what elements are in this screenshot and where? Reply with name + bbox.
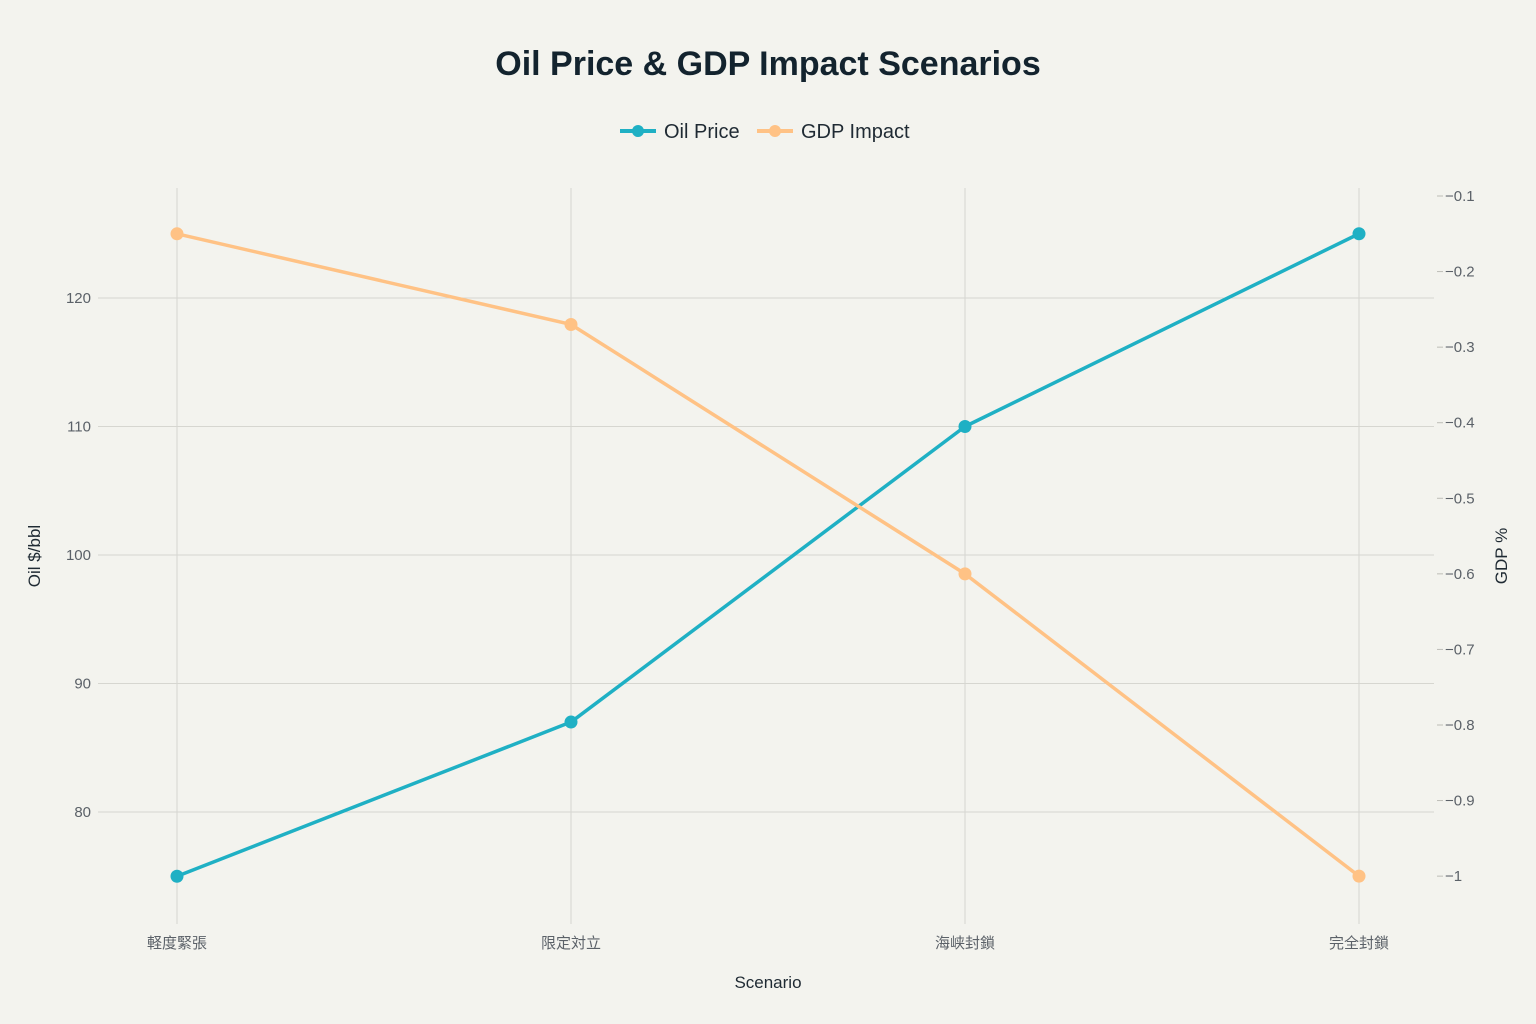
- y-tick-label-80: 80: [74, 804, 91, 821]
- legend: Oil Price GDP Impact: [620, 121, 910, 143]
- legend-item-oil-price[interactable]: Oil Price: [620, 121, 740, 143]
- y-axis-title: Oil $/bbl: [25, 525, 44, 587]
- legend-label-oil-price: Oil Price: [664, 121, 740, 143]
- data-point-gdp-impact-2: [958, 567, 972, 581]
- data-point-oil-price-3: [1352, 227, 1366, 241]
- y2-tick-label-7: −0.8: [1445, 717, 1475, 734]
- series-line-oil-price: [176, 232, 1360, 878]
- x-axis-title: Scenario: [734, 973, 801, 992]
- left-axis-ticks: 80 90 100 110 120: [66, 290, 91, 821]
- y2-tick-label-6: −0.7: [1445, 641, 1475, 658]
- data-point-oil-price-0: [170, 869, 184, 883]
- legend-marker-gdp-impact: [769, 125, 781, 137]
- series-line-gdp-impact: [176, 232, 1361, 878]
- legend-label-gdp-impact: GDP Impact: [801, 121, 910, 143]
- y-tick-label-90: 90: [74, 676, 91, 693]
- x-axis-ticks: 軽度緊張 限定対立 海峡封鎖 完全封鎖: [147, 934, 1389, 952]
- right-axis-ticks: −0.1 −0.2 −0.3 −0.4 −0.5 −0.6 −0.7 −0.8 −0.9 −1: [1437, 188, 1475, 885]
- y-tick-label-120: 120: [66, 290, 91, 307]
- legend-item-gdp-impact[interactable]: GDP Impact: [757, 121, 910, 143]
- y2-tick-label-2: −0.3: [1445, 339, 1475, 356]
- data-point-oil-price-1: [564, 715, 578, 729]
- data-point-gdp-impact-1: [564, 317, 578, 331]
- y-tick-label-100: 100: [66, 547, 91, 564]
- x-tick-label-1: 限定対立: [541, 935, 601, 952]
- y-tick-label-110: 110: [67, 419, 91, 436]
- y2-tick-label-0: −0.1: [1445, 188, 1475, 205]
- y2-tick-label-3: −0.4: [1445, 415, 1475, 432]
- data-point-gdp-impact-0: [170, 227, 184, 241]
- x-tick-label-0: 軽度緊張: [147, 935, 207, 952]
- data-point-gdp-impact-3: [1352, 869, 1366, 883]
- x-tick-label-2: 海峡封鎖: [935, 935, 995, 952]
- series-group: [170, 227, 1366, 883]
- y2-tick-label-4: −0.5: [1445, 490, 1475, 507]
- x-tick-label-3: 完全封鎖: [1329, 934, 1389, 952]
- y2-tick-label-1: −0.2: [1445, 264, 1475, 281]
- y2-tick-label-9: −1: [1445, 868, 1462, 885]
- y2-axis-title: GDP %: [1492, 528, 1511, 584]
- grid: [98, 188, 1434, 924]
- legend-marker-oil-price: [632, 125, 644, 137]
- y2-tick-label-5: −0.6: [1445, 566, 1475, 583]
- chart-title: Oil Price & GDP Impact Scenarios: [495, 45, 1040, 83]
- y2-tick-label-8: −0.9: [1445, 793, 1475, 810]
- data-point-oil-price-2: [958, 420, 972, 433]
